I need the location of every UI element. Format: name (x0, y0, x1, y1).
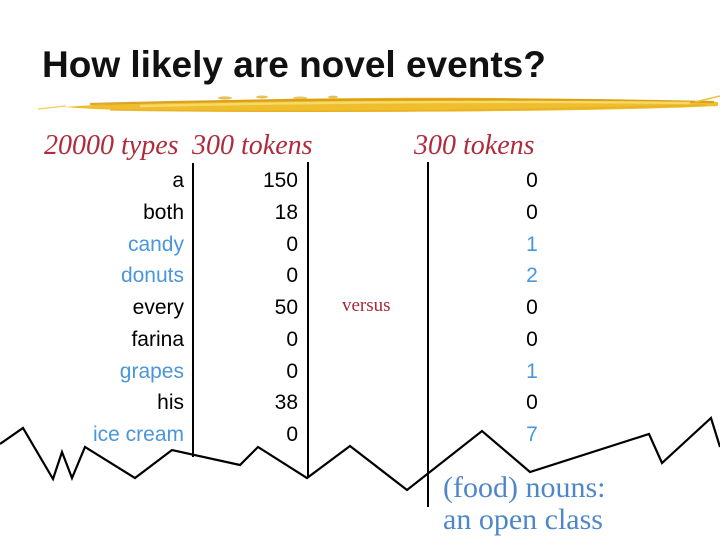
left-count: 150 (262, 169, 298, 192)
word-label: a (172, 169, 184, 192)
column-divider-right (427, 162, 429, 507)
header-tokens-right: 300 tokens (414, 130, 535, 161)
gold-brushstroke-underline (37, 95, 720, 112)
right-count: 7 (526, 423, 538, 446)
word-label: ice cream (92, 423, 184, 446)
food-nouns-caption: (food) nouns: an open class (443, 472, 605, 536)
versus-label: versus (342, 295, 391, 316)
left-count: 0 (286, 360, 298, 383)
left-count: 0 (286, 423, 298, 446)
right-count: 0 (526, 328, 538, 351)
left-count: 0 (286, 328, 298, 351)
caption-line-2: an open class (443, 503, 603, 536)
right-count: 1 (526, 360, 538, 383)
right-count: 1 (526, 233, 538, 256)
right-count: 0 (526, 296, 538, 319)
word-label: grapes (119, 360, 184, 383)
word-label: every (132, 296, 184, 319)
left-count: 38 (274, 391, 298, 414)
slide-title: How likely are novel events? (42, 44, 546, 85)
word-label: farina (131, 328, 184, 351)
left-count: 0 (286, 264, 298, 287)
word-label: his (157, 391, 184, 414)
word-label: donuts (120, 264, 184, 287)
column-divider-left (192, 163, 194, 457)
right-count: 0 (526, 201, 538, 224)
column-divider-middle (307, 162, 309, 478)
right-count: 2 (526, 264, 538, 287)
header-tokens-left: 300 tokens (192, 130, 313, 161)
torn-edge-zigzag (0, 416, 720, 492)
caption-line-1: (food) nouns: (443, 471, 606, 504)
left-count: 18 (274, 201, 298, 224)
word-label: both (143, 201, 184, 224)
header-types: 20000 types (44, 130, 179, 161)
left-count: 50 (274, 296, 298, 319)
word-label: candy (127, 233, 184, 256)
left-count: 0 (286, 233, 298, 256)
right-count: 0 (526, 391, 538, 414)
right-count: 0 (526, 169, 538, 192)
